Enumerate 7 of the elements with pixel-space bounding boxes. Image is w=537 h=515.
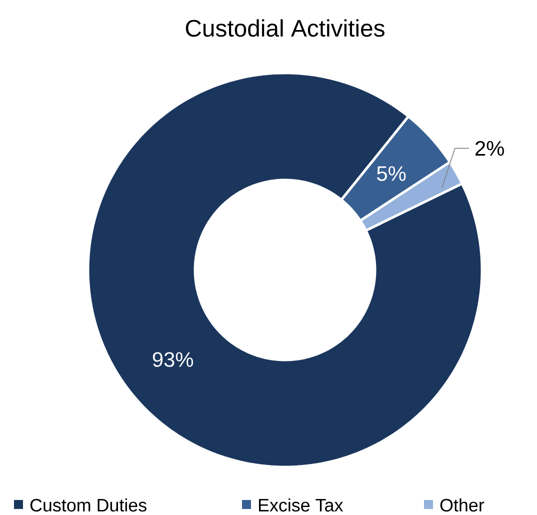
legend-label: Other bbox=[440, 498, 484, 512]
data-label: 2% bbox=[476, 140, 504, 156]
data-label: 5% bbox=[377, 166, 406, 181]
data-label: 93% bbox=[152, 352, 194, 367]
legend-label: Custom Duties bbox=[30, 498, 146, 512]
chart-title: Custodial Activities bbox=[186, 19, 384, 37]
legend-label: Excise Tax bbox=[259, 498, 344, 512]
